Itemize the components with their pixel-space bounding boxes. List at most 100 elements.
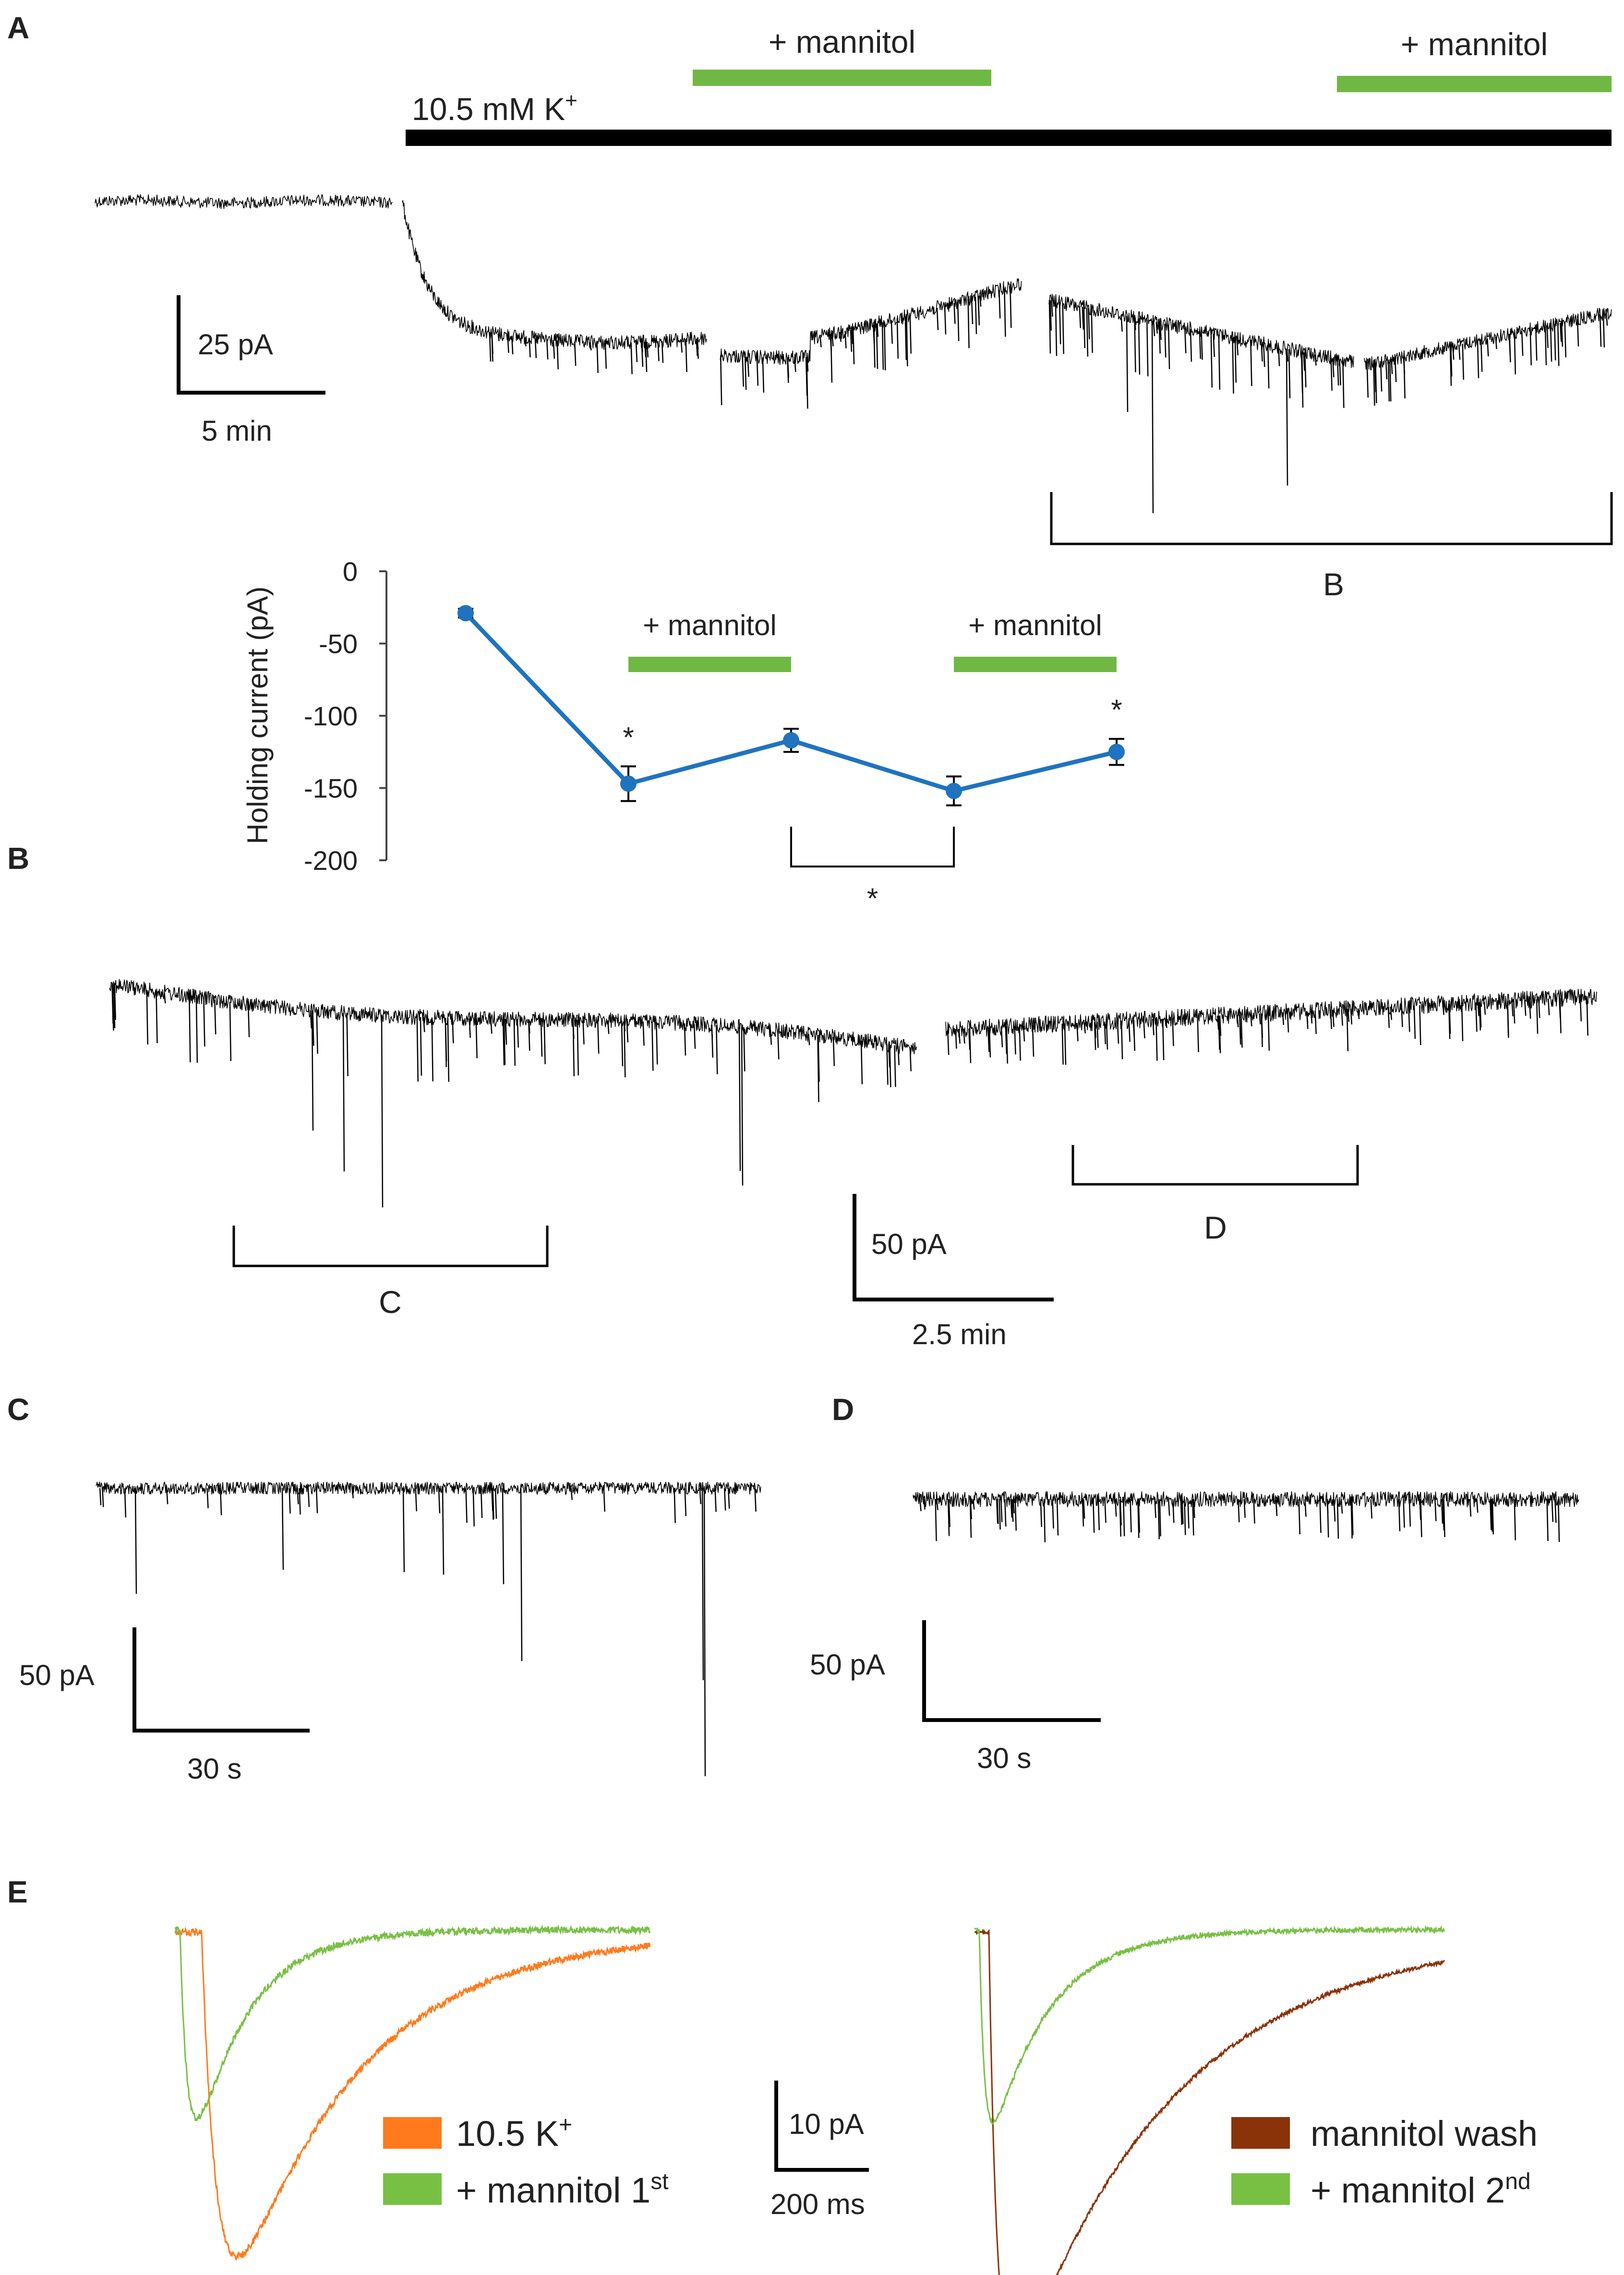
trace-b-segment-1-event [195, 997, 198, 1063]
scale-bar-d [922, 1620, 1101, 1722]
trace-a-segment-3-event [1201, 331, 1203, 360]
trace-a-segment-1-event [491, 332, 493, 362]
trace-a-segment-2-event [873, 324, 876, 368]
trace-b-segment-1-event [743, 1027, 746, 1071]
legend-item-mannitol-1st: + mannitol 1st [456, 2169, 669, 2210]
trace-b-segment-2-event [1346, 1009, 1349, 1051]
trace-c-event [99, 1488, 102, 1505]
trace-b-segment-2-event [1094, 1022, 1096, 1038]
trace-b-segment-2-event [1558, 998, 1561, 1018]
trace-b-segment-1-event [860, 1040, 863, 1084]
trace-c-event [307, 1488, 310, 1507]
trace-b-segment-1-event [897, 1046, 900, 1066]
trace-d-event [1443, 1499, 1445, 1537]
trace-b-segment-2-event [1350, 1009, 1353, 1024]
trace-a-segment-4-event [1557, 323, 1560, 366]
chart-point [620, 775, 637, 792]
trace-a-segment-4-event [1546, 325, 1549, 348]
trace-b-segment-2-event [1483, 1002, 1486, 1015]
trace-b-segment-1-event [164, 992, 166, 1004]
trace-b-segment-2-event [1586, 997, 1588, 1036]
trace-b-segment-1-event [502, 1019, 505, 1066]
trace-a-segment-3-event [1261, 343, 1263, 361]
trace-a-segment-1-event [489, 332, 492, 362]
trace-d-event [1557, 1499, 1560, 1542]
trace-b-segment-2-event [1528, 999, 1531, 1019]
trace-a-segment-4-event [1380, 361, 1383, 392]
panel-b-letter: B [7, 841, 29, 876]
trace-d-event [1000, 1499, 1003, 1522]
panel-c: C 50 pA 30 s [7, 1392, 761, 1785]
trace-a-segment-3-event [1051, 301, 1053, 317]
trace-a-segment-4-event [1599, 314, 1602, 347]
chart-treatment-label: + mannitol [968, 609, 1102, 641]
trace-a-segment-2-event [998, 289, 1001, 319]
trace-c-event [727, 1488, 730, 1509]
trace-b-segment-2-event [1162, 1018, 1165, 1060]
trace-a-segment-2-event [909, 315, 912, 354]
trace-d-event [1351, 1499, 1354, 1536]
legend-swatch-green-1 [383, 2173, 442, 2205]
trace-b-segment-2-event [1475, 1002, 1478, 1032]
y-axis-label: Holding current (pA) [241, 587, 274, 844]
trace-c-event [281, 1488, 284, 1570]
trace-d-event [1408, 1499, 1411, 1527]
trace-c-event [289, 1488, 291, 1514]
trace-a-segment-2-event [876, 324, 878, 369]
trace-b-segment-2 [945, 988, 1597, 1038]
scale-bar-b [853, 1194, 1054, 1301]
panel-c-letter: C [7, 1392, 29, 1427]
trace-a-segment-3-event [1213, 334, 1215, 357]
trace-d-event [1551, 1499, 1554, 1522]
trace-d [913, 1491, 1579, 1542]
trace-c-event [570, 1488, 573, 1500]
scale-a-y: 25 pA [198, 328, 273, 361]
trace-a-segment-3-event [1301, 351, 1304, 408]
trace-a-segment-3-event [1059, 302, 1061, 345]
trace-a-segment-3-event [1079, 306, 1082, 328]
trace-b-segment-1-event [540, 1019, 543, 1057]
trace-c-event [438, 1488, 441, 1514]
trace-b-segment-1-event [684, 1023, 686, 1056]
trace-a-segment-2-event [850, 329, 853, 352]
trace-b-segment-1-event [445, 1018, 447, 1067]
significance-star: * [1111, 694, 1122, 726]
trace-b-segment-2-event [1006, 1026, 1009, 1064]
trace-b-segment-2-event [1477, 1002, 1480, 1016]
trace-b-segment-2-event [1218, 1015, 1220, 1050]
trace-b-segment-2-event [1172, 1018, 1174, 1046]
trace-d-event [1154, 1499, 1156, 1518]
trace-a-segment-3-event [1083, 307, 1086, 349]
trace-a-segment-3-event [1263, 344, 1265, 367]
bracket-b-label: B [1323, 566, 1344, 602]
trace-d-event [1298, 1499, 1300, 1535]
mannitol-bar-2 [1337, 76, 1612, 92]
trace-b-segment-2-event [1413, 1005, 1416, 1039]
bracket-d [1071, 1145, 1359, 1186]
trace-d-event [969, 1499, 972, 1538]
panel-e-letter: E [7, 1875, 28, 1909]
trace-b-segment-1-event [111, 984, 114, 1024]
trace-d-event [1476, 1499, 1479, 1513]
chart-point [1108, 744, 1125, 760]
trace-a-segment-3-event [1153, 321, 1155, 337]
trace-b-segment-1-event [741, 1027, 744, 1186]
trace-a-segment-3-event [1210, 333, 1213, 388]
bracket-c [232, 1226, 549, 1267]
trace-d-event [1004, 1499, 1007, 1527]
trace-b-segment-2-event [1347, 1009, 1350, 1022]
legend-swatch-orange [383, 2117, 442, 2149]
trace-a-segment-4-event [1564, 322, 1566, 358]
trace-b-segment-2-event [968, 1028, 971, 1050]
trace-d-event [1554, 1499, 1557, 1523]
trace-d-event [1097, 1499, 1100, 1530]
trace-c-event [465, 1488, 468, 1523]
trace-b-segment-2-event [988, 1027, 991, 1058]
trace-a-segment-3-event [1055, 301, 1058, 356]
trace-a-segment-4-event [1544, 326, 1547, 365]
trace-a-segment-4-event [1452, 346, 1455, 360]
trace-b-segment-2-event [1306, 1011, 1309, 1023]
trace-a-segment-4-event [1385, 360, 1388, 380]
scale-d-y: 50 pA [810, 1649, 885, 1681]
trace-d-event [1419, 1499, 1421, 1520]
